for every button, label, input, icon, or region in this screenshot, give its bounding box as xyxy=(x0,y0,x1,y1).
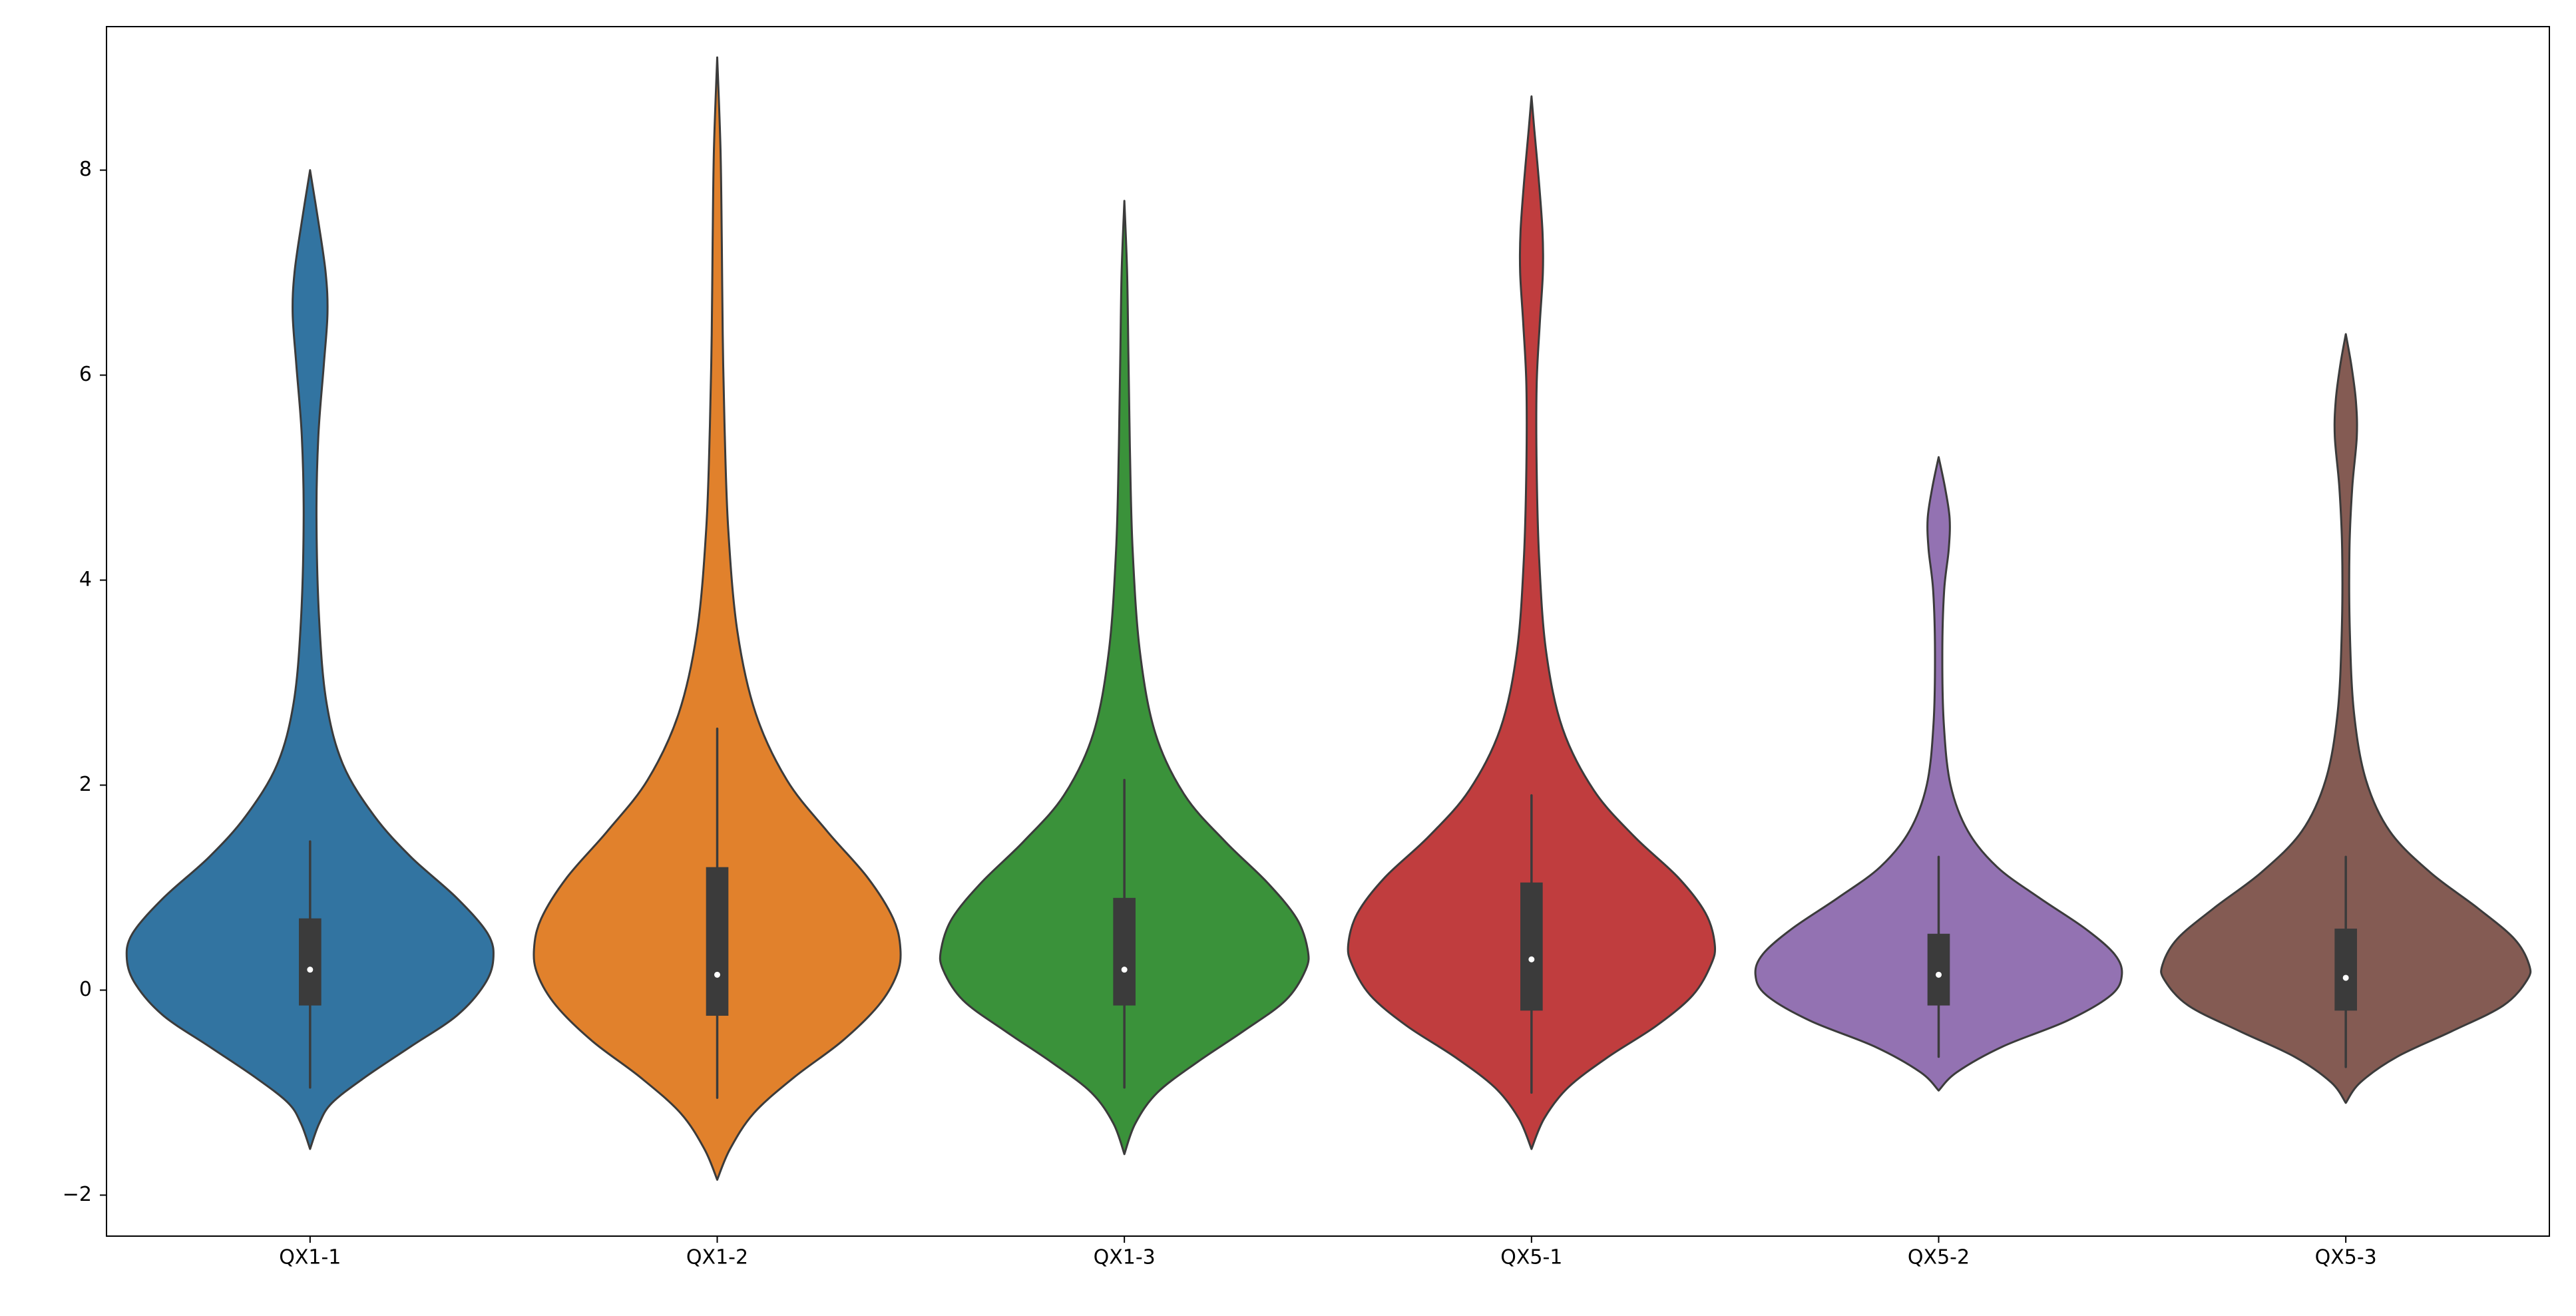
box-QX5-2 xyxy=(1928,934,1950,1006)
median-dot-QX1-3 xyxy=(1121,967,1128,973)
median-dot-QX5-1 xyxy=(1528,956,1535,963)
y-tick-label: −2 xyxy=(63,1183,92,1206)
box-QX5-3 xyxy=(2334,929,2357,1010)
violin-chart-svg: −2 0 2 4 6 8 QX1-1 QX1-2 QX1-3 QX5-1 QX5-2 QX5-3 xyxy=(0,0,2576,1316)
median-dot-QX5-2 xyxy=(1936,971,1942,978)
violin-chart: −2 0 2 4 6 8 QX1-1 QX1-2 QX1-3 QX5-1 QX5-2 QX5-3 xyxy=(0,0,2576,1316)
box-QX1-1 xyxy=(299,919,322,1006)
y-tick-label: 0 xyxy=(79,978,92,1001)
box-QX1-3 xyxy=(1113,898,1136,1006)
box-QX5-1 xyxy=(1520,883,1543,1010)
x-tick-label: QX1-2 xyxy=(686,1246,748,1269)
median-dot-QX1-1 xyxy=(307,967,314,973)
x-tick-label: QX5-3 xyxy=(2315,1246,2377,1269)
y-tick-label: 8 xyxy=(79,158,92,181)
x-tick-label: QX1-3 xyxy=(1094,1246,1156,1269)
box-QX1-2 xyxy=(706,867,729,1016)
x-tick-label: QX1-1 xyxy=(279,1246,341,1269)
median-dot-QX5-3 xyxy=(2342,975,2349,981)
median-dot-QX1-2 xyxy=(714,971,721,978)
y-tick-label: 6 xyxy=(79,363,92,386)
y-tick-label: 4 xyxy=(79,568,92,591)
y-tick-label: 2 xyxy=(79,773,92,796)
x-tick-label: QX5-2 xyxy=(1908,1246,1970,1269)
x-tick-label: QX5-1 xyxy=(1500,1246,1562,1269)
